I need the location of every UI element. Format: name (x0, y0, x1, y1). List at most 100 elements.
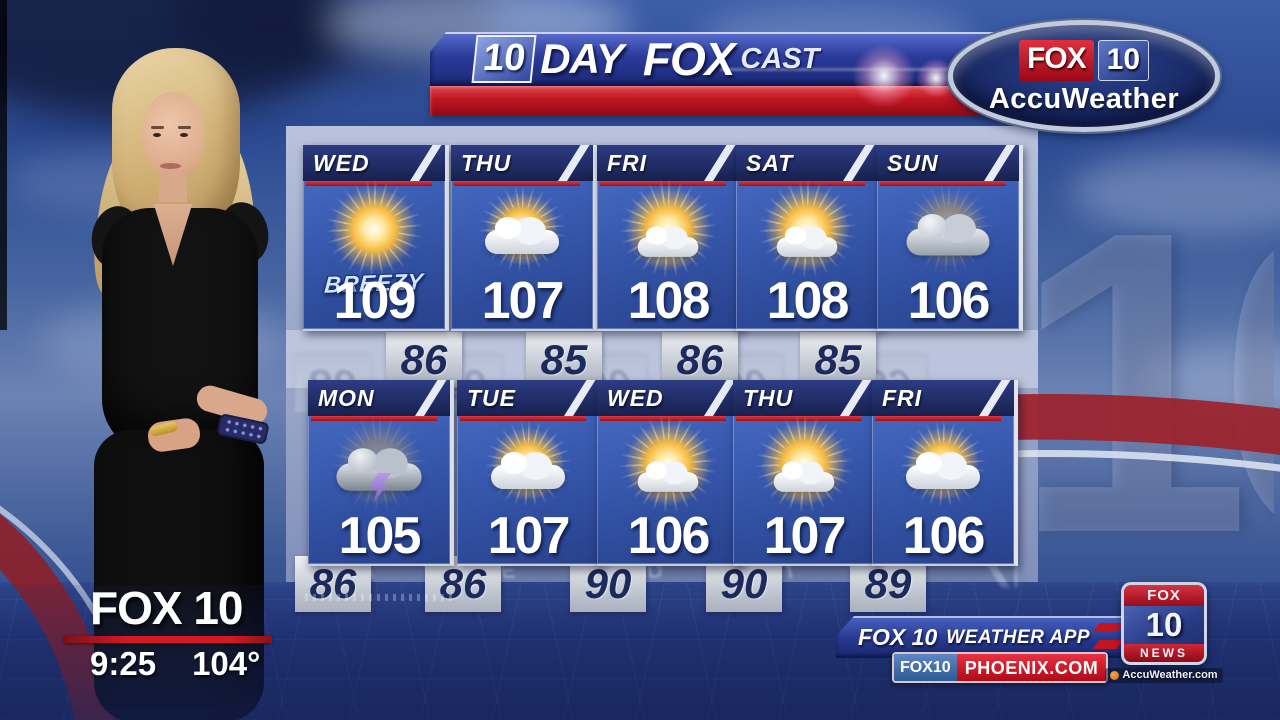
presenter-eye (180, 133, 188, 137)
presenter-neck (159, 172, 187, 202)
low-temp: 86 (676, 336, 724, 383)
card-header: FRI (872, 380, 1014, 416)
day-label: FRI (607, 149, 648, 176)
station-wordmark: FOX 10 (90, 582, 244, 634)
forecast-card: SAT 108 (736, 145, 882, 331)
news-logo-news: NEWS (1124, 644, 1204, 662)
card-header: TUE (457, 380, 599, 416)
mostly-sunny-icon (616, 185, 720, 273)
low-temp: 90 (720, 560, 768, 607)
accuweather-site-tag: AccuWeather.com (1105, 668, 1223, 683)
high-temp: 106 (907, 272, 991, 330)
high-temp: 107 (763, 507, 847, 565)
high-temp: 106 (902, 507, 986, 565)
high-temp: 107 (481, 272, 565, 330)
high-temp: 108 (627, 272, 711, 330)
forecast-card: TUE 107 (457, 380, 603, 566)
low-temp-chip: 85 (800, 332, 876, 388)
mostly-sunny-icon (752, 420, 856, 508)
news-logo-ten: 10 (1145, 606, 1183, 643)
forecast-card: MON 105 (308, 380, 454, 566)
day-label: WED (313, 149, 370, 176)
mostly-sunny-icon (616, 420, 720, 508)
partly-cloudy-icon (891, 426, 995, 502)
backdrop-ten-numeral: 10 (1012, 168, 1274, 608)
cloudy-icon (896, 189, 1000, 269)
forecast-row-1: 86 85 86 85 WED BREEZY 109 THU 107 FRI 108 SAT 108 SU… (0, 145, 1280, 390)
card-body: 108 (597, 185, 739, 331)
day-label: THU (743, 384, 794, 411)
clock-time: 9:25 (90, 645, 157, 682)
presenter-brow (178, 126, 191, 129)
partly-cloudy-icon (476, 426, 580, 502)
lens-flare (852, 44, 916, 108)
forecast-card: SUN 106 (877, 145, 1023, 331)
station-bug: FOX 10 9:25 104° (64, 582, 272, 682)
bug-red-line (64, 636, 272, 643)
presenter-lips (160, 163, 181, 169)
high-temp: 107 (487, 507, 571, 565)
high-temp: 106 (627, 507, 711, 565)
card-body: 106 (872, 421, 1014, 566)
weather-app-promo: FOX 10 WEATHER APP FOX10 PHOENIX.COM (836, 616, 1128, 688)
card-header: THU (451, 145, 593, 181)
card-body: 107 (451, 186, 593, 331)
mostly-sunny-icon (755, 185, 859, 273)
forecast-row-2: 86 86 90 90 89 MON 105 TUE 107 WED 106 THU 107 FRI 106 (0, 380, 1280, 616)
card-body: 106 (597, 420, 739, 566)
accuweather-wordmark: AccuWeather (988, 83, 1180, 115)
sunny-icon (322, 185, 426, 273)
cloud (1070, 150, 1280, 234)
card-header: SUN (877, 145, 1019, 181)
banner-day: DAY (540, 35, 624, 82)
fox10-accuweather-logo: FOX 10 AccuWeather (948, 20, 1220, 132)
partly-cloudy-icon (470, 191, 574, 267)
promo-station: FOX 10 (858, 623, 938, 650)
site-url: PHOENIX.COM (956, 654, 1107, 681)
site-prefix: FOX10 (894, 654, 957, 681)
card-body: 107 (733, 420, 875, 566)
ten-logo: 10 (1097, 40, 1150, 81)
news-logo-fox: FOX (1124, 585, 1204, 606)
forecast-card: WED BREEZY 109 (303, 145, 449, 331)
high-temp: 105 (338, 507, 422, 565)
low-temp-chip: 86 (386, 332, 462, 388)
forecast-card: FRI 106 (872, 380, 1018, 566)
weather-presenter (0, 0, 310, 720)
card-body: 107 (457, 421, 599, 566)
news-logo-box: FOX 10 NEWS (1121, 582, 1207, 665)
card-body: BREEZY 109 (303, 185, 445, 331)
forecast-card: WED 106 (597, 380, 743, 566)
low-temp: 89 (864, 560, 912, 607)
low-temp: 85 (540, 336, 588, 383)
card-body: 108 (736, 185, 878, 331)
banner-cast: CAST (740, 42, 820, 75)
card-body: 105 (308, 420, 450, 566)
day-label: MON (318, 384, 375, 411)
website-plate: FOX10 PHOENIX.COM (892, 652, 1109, 683)
forecast-card: FRI 108 (597, 145, 743, 331)
current-temp: 104° (192, 645, 261, 682)
fox-logo: FOX (1018, 40, 1094, 81)
card-body: 106 (877, 186, 1019, 331)
day-label: SAT (746, 149, 794, 176)
high-temp: 108 (766, 272, 850, 330)
fox10-news-logo: FOX 10 NEWS AccuWeather.com (1105, 582, 1223, 683)
forecast-card: THU 107 (451, 145, 597, 331)
film-tick-strip (305, 594, 455, 601)
day-label: SUN (887, 149, 939, 176)
low-temp: 90 (584, 560, 632, 607)
card-header: THU (733, 380, 875, 416)
low-temp: 86 (400, 336, 448, 383)
low-temp-chip: 86 (662, 332, 738, 388)
banner-fox: FOX (642, 33, 736, 85)
low-temp-chip: 85 (526, 332, 602, 388)
thunderstorm-icon (327, 420, 431, 508)
banner-ten: 10 (471, 35, 537, 83)
day-label: WED (607, 384, 664, 411)
presenter-brow (151, 126, 164, 129)
high-temp: 109 (333, 272, 417, 330)
day-label: TUE (467, 384, 516, 411)
forecast-card: THU 107 (733, 380, 879, 566)
